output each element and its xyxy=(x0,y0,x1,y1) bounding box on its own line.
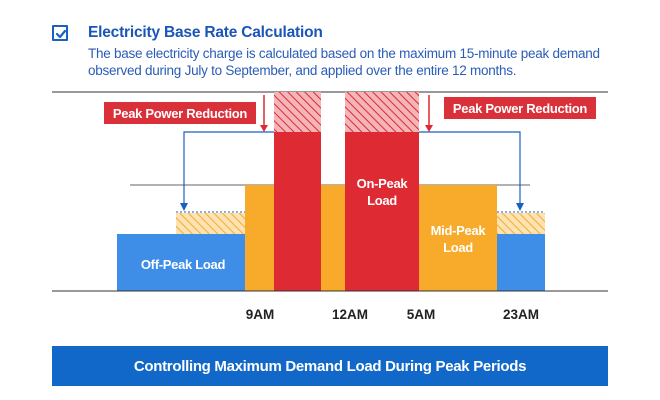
reduction-arrowhead-red-left xyxy=(260,125,268,132)
shift-arrowhead-left xyxy=(180,203,188,211)
peak-reduction-label-right: Peak Power Reduction xyxy=(453,101,588,116)
page-description: The base electricity charge is calculate… xyxy=(88,46,600,78)
mid-peak-label-1: Mid-Peak xyxy=(431,223,487,238)
reduced-peak-area-2 xyxy=(345,92,419,132)
check-icon xyxy=(55,29,67,39)
checkbox[interactable] xyxy=(52,25,68,41)
shift-arrow-left xyxy=(183,131,274,205)
peak-reduction-label-right-bg xyxy=(444,97,596,119)
on-peak-label-2: Load xyxy=(367,193,397,208)
time-label-23am: 23AM xyxy=(503,307,539,322)
mid-peak-block-evening xyxy=(419,185,497,291)
shift-arrowhead-right xyxy=(516,203,524,211)
peak-reduction-label-left-bg xyxy=(104,102,256,124)
shift-arrow-right xyxy=(419,131,521,205)
summary-banner-text: Controlling Maximum Demand Load During P… xyxy=(133,357,527,375)
time-label-9am: 9AM xyxy=(246,307,275,322)
mid-peak-label-2: Load xyxy=(443,240,473,255)
reduced-peak-area-1 xyxy=(274,92,321,132)
off-peak-block-left xyxy=(117,234,245,291)
reduced-area-right xyxy=(497,213,545,234)
on-peak-block-1 xyxy=(274,132,321,291)
reduction-arrowhead-red-right xyxy=(425,125,433,132)
page-title: Electricity Base Rate Calculation xyxy=(88,24,323,41)
off-peak-block-right xyxy=(497,234,545,291)
mid-peak-block-noon xyxy=(321,185,345,291)
off-peak-label: Off-Peak Load xyxy=(141,257,226,272)
mid-peak-block-morning xyxy=(245,185,274,291)
reduced-area-left xyxy=(176,213,245,234)
on-peak-label-1: On-Peak xyxy=(357,176,409,191)
on-peak-block-2 xyxy=(345,132,419,291)
time-label-5am: 5AM xyxy=(407,307,436,322)
time-label-12am: 12AM xyxy=(332,307,368,322)
summary-banner: Controlling Maximum Demand Load During P… xyxy=(52,346,608,386)
peak-reduction-label-left: Peak Power Reduction xyxy=(113,106,248,121)
